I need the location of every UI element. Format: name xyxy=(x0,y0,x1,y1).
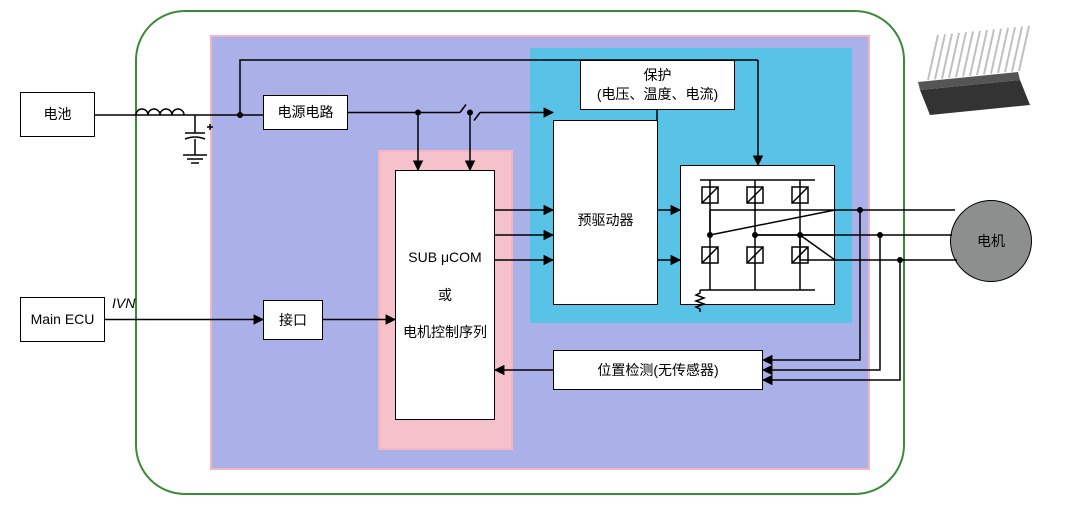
interface-label: 接口 xyxy=(279,311,307,330)
main-ecu-label: Main ECU xyxy=(31,310,95,329)
motor-label: 电机 xyxy=(977,231,1005,251)
motor-node: 电机 xyxy=(950,200,1032,282)
mcu-box: SUB μCOM 或 电机控制序列 xyxy=(395,170,495,420)
predriver-label: 预驱动器 xyxy=(578,211,634,230)
power-box: 电源电路 xyxy=(263,95,348,130)
interface-box: 接口 xyxy=(263,300,323,340)
battery-label: 电池 xyxy=(44,105,72,124)
protect-label: 保护 (电压、温度、电流) xyxy=(597,66,718,104)
power-label: 电源电路 xyxy=(278,103,334,122)
position-box: 位置检测(无传感器) xyxy=(553,350,763,390)
diagram-stage: 电池 Main ECU 电源电路 接口 SUB μCOM 或 电机控制序列 保护… xyxy=(0,0,1066,507)
main-ecu-box: Main ECU xyxy=(20,297,105,342)
ivn-label: IVN xyxy=(112,295,135,311)
bridge-box xyxy=(680,165,835,305)
battery-box: 电池 xyxy=(20,92,95,137)
predriver-box: 预驱动器 xyxy=(553,120,658,305)
protect-box: 保护 (电压、温度、电流) xyxy=(580,60,735,110)
position-label: 位置检测(无传感器) xyxy=(597,361,718,380)
mcu-label: SUB μCOM 或 电机控制序列 xyxy=(403,248,487,342)
chip-icon xyxy=(910,20,1050,120)
